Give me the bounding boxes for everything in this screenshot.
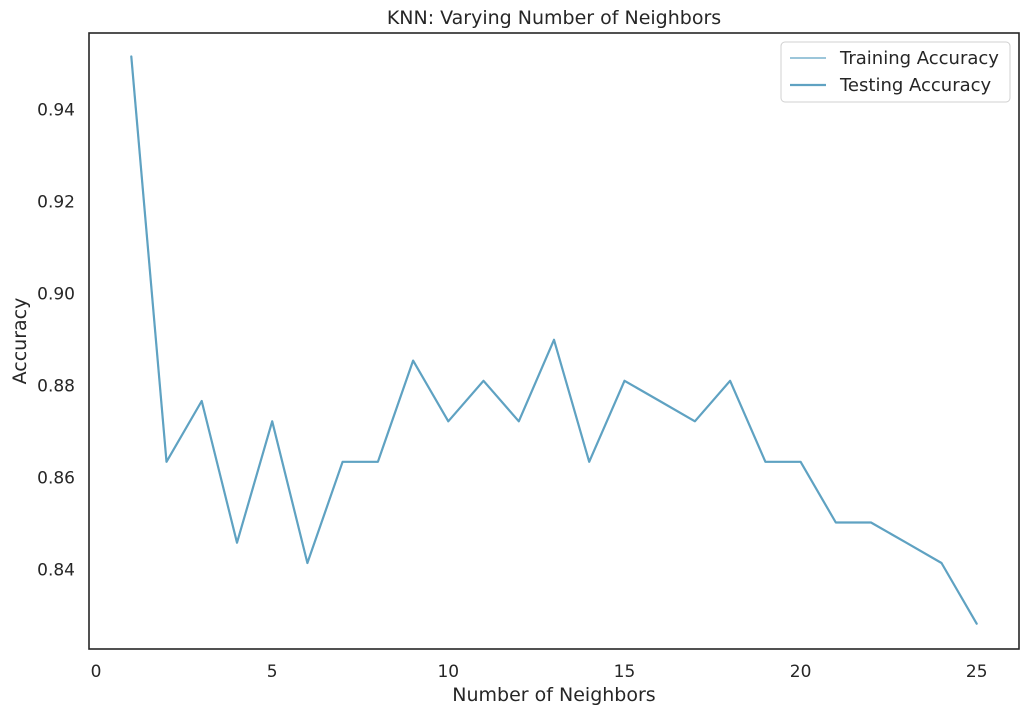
x-axis-label: Number of Neighbors [452,684,655,706]
series-lines [130,55,978,625]
x-tick-labels: 0 5 10 15 20 25 [91,662,988,682]
chart-title: KNN: Varying Number of Neighbors [387,7,721,29]
legend: Training Accuracy Testing Accuracy [780,41,1011,103]
legend-entries: Training Accuracy Testing Accuracy [790,48,999,96]
x-tick-label: 10 [437,662,459,682]
legend-label: Testing Accuracy [839,75,992,96]
y-tick-label: 0.84 [37,560,75,580]
x-tick-label: 0 [91,662,102,682]
y-tick-label: 0.86 [37,468,75,488]
x-tick-label: 25 [966,662,988,682]
x-tick-label: 20 [790,662,812,682]
y-tick-labels: 0.84 0.86 0.88 0.90 0.92 0.94 [37,100,75,580]
x-tick-label: 15 [614,662,636,682]
y-tick-label: 0.88 [37,376,75,396]
legend-box [780,41,1011,103]
legend-label: Training Accuracy [839,48,999,69]
series-line-testing-accuracy [130,55,978,625]
x-tick-label: 5 [267,662,278,682]
y-tick-label: 0.92 [37,192,75,212]
y-tick-label: 0.94 [37,100,75,120]
y-tick-label: 0.90 [37,284,75,304]
plot-area-frame [88,32,1020,650]
y-axis-label: Accuracy [9,298,31,385]
